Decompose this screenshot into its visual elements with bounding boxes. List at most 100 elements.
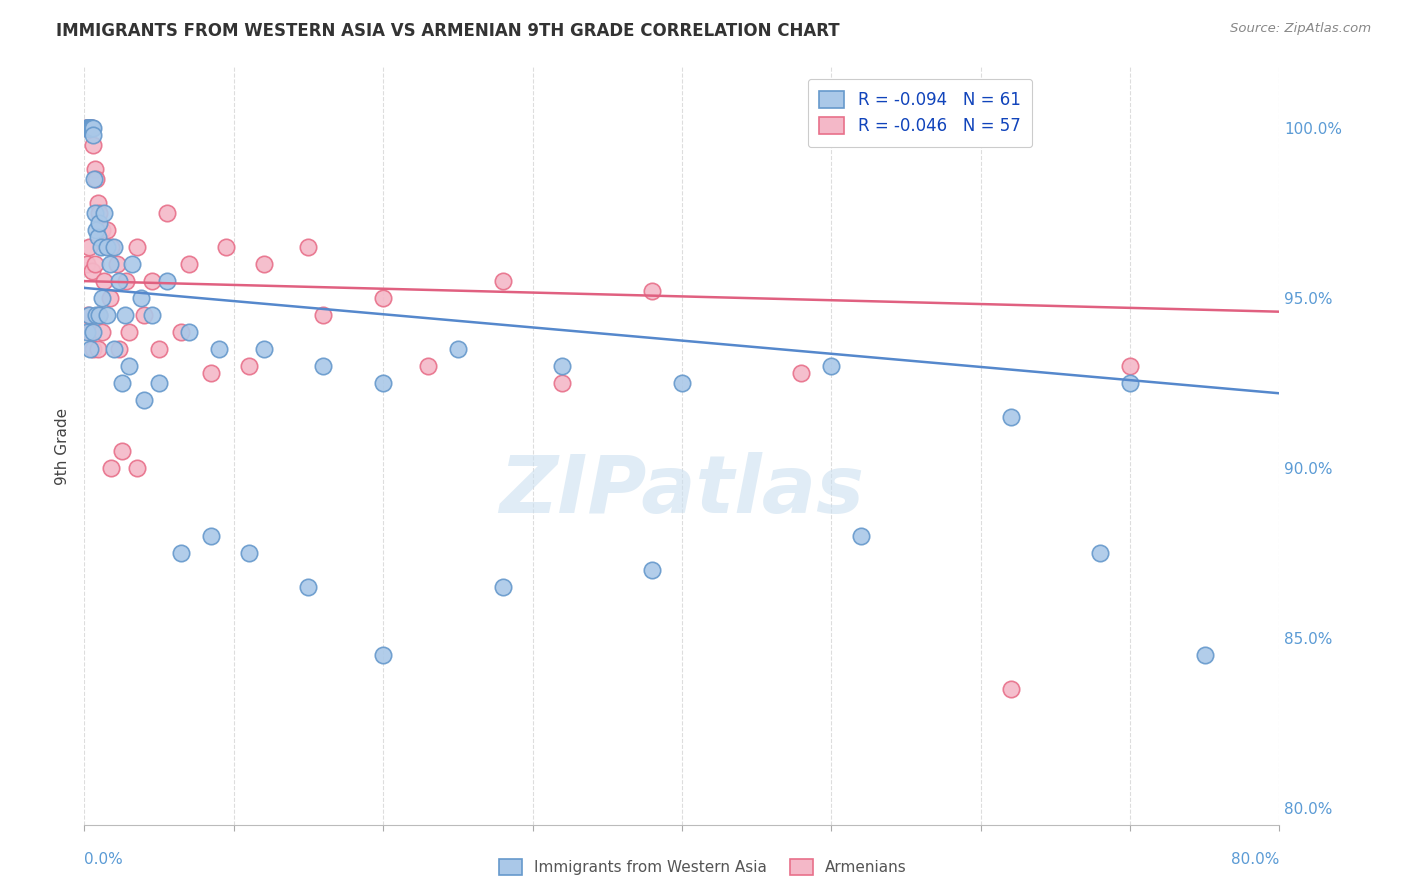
- Point: [96, 308, 118, 322]
- Point: [312, 359, 335, 373]
- Point: [297, 240, 319, 254]
- Point: [141, 274, 163, 288]
- Point: [93, 206, 115, 220]
- Point: [79, 121, 101, 136]
- Point: [111, 444, 134, 458]
- Point: [155, 206, 177, 220]
- Point: [79, 342, 101, 356]
- Y-axis label: 9th Grade: 9th Grade: [55, 408, 70, 484]
- Text: ZIPatlas: ZIPatlas: [499, 452, 865, 531]
- Legend: Immigrants from Western Asia, Armenians: Immigrants from Western Asia, Armenians: [494, 854, 912, 881]
- Point: [1194, 648, 1216, 662]
- Point: [86, 308, 108, 322]
- Point: [215, 240, 238, 254]
- Point: [492, 274, 515, 288]
- Point: [77, 121, 100, 136]
- Point: [551, 359, 574, 373]
- Point: [76, 325, 98, 339]
- Point: [200, 366, 222, 380]
- Point: [121, 257, 143, 271]
- Point: [1000, 410, 1022, 425]
- Point: [129, 291, 152, 305]
- Point: [373, 648, 395, 662]
- Point: [1000, 682, 1022, 697]
- Point: [820, 359, 842, 373]
- Point: [77, 308, 100, 322]
- Point: [79, 121, 101, 136]
- Point: [641, 285, 664, 299]
- Point: [89, 308, 111, 322]
- Point: [87, 342, 110, 356]
- Point: [82, 121, 104, 136]
- Point: [125, 240, 148, 254]
- Text: 80.0%: 80.0%: [1232, 852, 1279, 867]
- Point: [118, 325, 141, 339]
- Point: [82, 138, 104, 153]
- Point: [83, 172, 105, 186]
- Point: [312, 308, 335, 322]
- Point: [80, 121, 103, 136]
- Text: 0.0%: 0.0%: [84, 852, 124, 867]
- Point: [851, 529, 873, 543]
- Point: [80, 121, 103, 136]
- Point: [373, 376, 395, 390]
- Point: [77, 240, 100, 254]
- Point: [148, 376, 170, 390]
- Point: [82, 342, 104, 356]
- Point: [107, 274, 129, 288]
- Point: [111, 376, 134, 390]
- Point: [79, 121, 101, 136]
- Point: [132, 308, 156, 322]
- Point: [83, 257, 105, 271]
- Point: [1090, 546, 1112, 560]
- Point: [75, 121, 97, 136]
- Point: [77, 308, 100, 322]
- Point: [79, 325, 101, 339]
- Point: [89, 216, 111, 230]
- Point: [87, 195, 110, 210]
- Point: [86, 223, 108, 237]
- Point: [91, 325, 114, 339]
- Point: [141, 308, 163, 322]
- Point: [238, 546, 260, 560]
- Point: [170, 546, 193, 560]
- Point: [790, 366, 813, 380]
- Point: [75, 121, 97, 136]
- Point: [297, 580, 319, 594]
- Point: [96, 240, 118, 254]
- Point: [86, 172, 108, 186]
- Point: [105, 257, 128, 271]
- Point: [89, 206, 111, 220]
- Point: [77, 121, 100, 136]
- Legend: R = -0.094   N = 61, R = -0.046   N = 57: R = -0.094 N = 61, R = -0.046 N = 57: [807, 79, 1032, 147]
- Point: [253, 257, 276, 271]
- Point: [80, 121, 103, 136]
- Point: [77, 121, 100, 136]
- Point: [1119, 376, 1142, 390]
- Text: IMMIGRANTS FROM WESTERN ASIA VS ARMENIAN 9TH GRADE CORRELATION CHART: IMMIGRANTS FROM WESTERN ASIA VS ARMENIAN…: [56, 22, 839, 40]
- Point: [76, 121, 98, 136]
- Point: [107, 342, 129, 356]
- Point: [118, 359, 141, 373]
- Point: [200, 529, 222, 543]
- Point: [79, 121, 101, 136]
- Point: [83, 206, 105, 220]
- Point: [103, 240, 125, 254]
- Point: [83, 161, 105, 176]
- Point: [492, 580, 515, 594]
- Point: [76, 121, 98, 136]
- Point: [91, 223, 114, 237]
- Point: [641, 563, 664, 577]
- Point: [1119, 359, 1142, 373]
- Point: [114, 308, 136, 322]
- Point: [82, 128, 104, 142]
- Point: [447, 342, 470, 356]
- Point: [89, 308, 111, 322]
- Point: [91, 291, 114, 305]
- Point: [177, 257, 200, 271]
- Point: [671, 376, 693, 390]
- Point: [80, 264, 103, 278]
- Point: [80, 121, 103, 136]
- Point: [103, 342, 125, 356]
- Point: [170, 325, 193, 339]
